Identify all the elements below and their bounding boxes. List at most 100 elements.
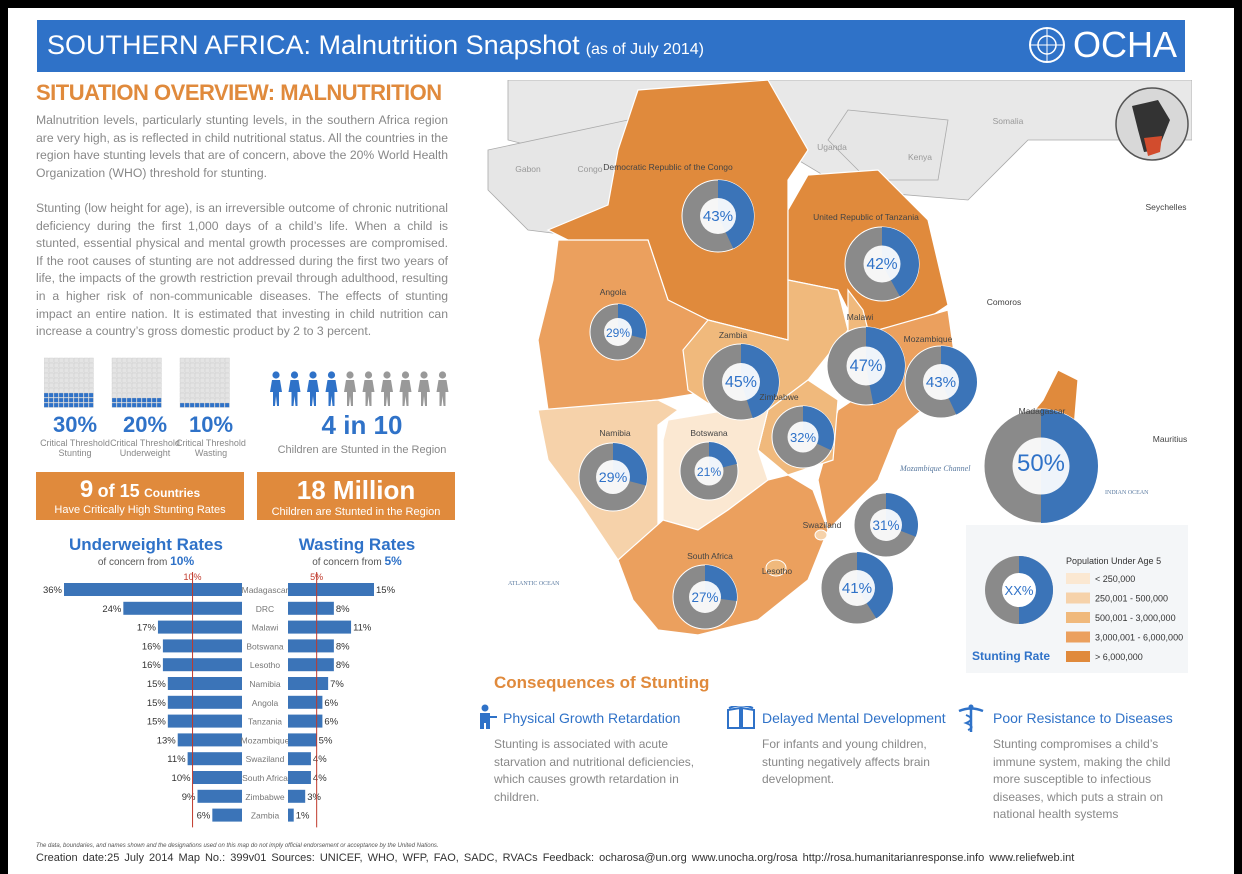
legend-swatch [1066,612,1090,623]
wasting-value: 8% [336,604,350,615]
label-atlantic: ATLANTIC OCEAN [508,581,560,587]
legend-label: > 6,000,000 [1095,652,1143,662]
stunting-value: 47% [850,357,883,375]
wasting-value: 4% [313,773,327,784]
threshold-label: Critical Threshold Stunting [40,438,110,458]
legend-sample-pie: XX% [985,556,1053,624]
wasting-value: 1% [296,811,310,822]
wasting-sub: of concern from 5% [282,554,432,568]
globe-inset [1115,87,1189,161]
wasting-value: 3% [307,792,321,803]
wasting-bar [288,677,329,690]
country-name: Zimbabwe [759,392,798,402]
wasting-title: Wasting Rates [298,535,416,554]
legend-label: 250,001 - 500,000 [1095,594,1168,604]
stunting-value: 29% [606,326,630,340]
legend-swatch [1066,651,1090,662]
child-icon [344,371,356,406]
wasting-value: 8% [336,641,350,652]
stunting-pie: 47% [826,326,906,406]
wasting-value: 15% [376,585,396,596]
underweight-bar [157,620,242,634]
stunting-pie: 41% [820,551,894,625]
legend-pie-label: XX% [1005,583,1034,598]
underweight-sub: of concern from 10% [56,554,236,568]
country-label: Malawi [252,623,279,633]
other-country-label: Seychelles [1145,202,1186,212]
box1-big: 9 [79,476,94,503]
stunting-value: 50% [1017,450,1065,477]
underweight-bar [167,695,242,709]
child-icon [436,371,449,406]
overview-paragraph-2: Stunting (low height for age), is an irr… [36,201,448,339]
country-name: Namibia [599,428,630,438]
country-name: South Africa [687,551,733,561]
box1-small: Countries [144,486,201,500]
child-icon [362,371,375,406]
children-stat: 4 in 10 Children are Stunted in the Regi… [266,410,458,456]
underweight-title: Underweight Rates [69,535,223,554]
wasting-bar [288,714,323,728]
underweight-value: 16% [142,641,162,652]
threshold-label: Critical Threshold Wasting [176,438,246,458]
country-name: Mozambique [904,334,953,344]
child-icon [307,371,319,406]
underweight-bar [167,714,242,728]
country-name: Zambia [719,330,748,340]
country-label: Zambia [251,811,280,821]
wasting-bar [288,733,317,747]
wasting-value: 11% [353,623,372,634]
stunting-value: 32% [790,430,816,445]
underweight-value: 11% [167,754,186,765]
wasting-threshold-label: 5% [310,572,323,582]
underweight-value: 13% [157,735,177,746]
other-country-label: Uganda [817,142,847,152]
children-stat-value: 4 in 10 [321,410,403,440]
country-label: Namibia [249,679,280,689]
box1-sub: Have Critically High Stunting Rates [54,504,226,516]
country-name: Swaziland [803,520,842,530]
cons-text-physical: Stunting is associated with acute starva… [494,737,695,804]
wasting-bar [288,620,352,634]
country-name: Botswana [690,428,728,438]
wasting-bar [288,583,374,596]
children-icons [270,371,449,406]
stunting-pie: 29% [589,303,647,361]
underweight-bar [197,789,242,803]
underweight-bar [187,752,242,766]
country-label: Angola [252,698,279,708]
wasting-bar [288,658,334,672]
wasting-value: 6% [324,698,338,709]
underweight-bar [64,583,242,596]
header-banner: SOUTHERN AFRICA: Malnutrition Snapshot (a… [37,20,1185,72]
country-label: Tanzania [248,717,282,727]
underweight-value: 15% [147,717,167,728]
cons-heading-mental: Delayed Mental Development [762,710,946,726]
book-icon [727,706,755,729]
threshold-value: 30% [52,412,98,437]
legend-label: 500,001 - 3,000,000 [1095,613,1176,623]
rates-bar-chart: 36% Madagascar 15% 24% DRC 8% 17% Malawi 11% 16% B… [43,572,396,828]
southern-africa-map: 43%42%29%45%47%43%32%29% 21% 50%31%41%27% … [468,80,1192,676]
consequences-title: Consequences of Stunting [494,673,710,692]
legend-label: < 250,000 [1095,574,1135,584]
country-label: South Africa [242,773,288,783]
box2-big: 18 Million [296,475,416,505]
person-desk-icon [480,704,497,729]
map-labels: Democratic Republic of the Congo United R… [515,116,1187,576]
legend-swatch [1066,573,1090,584]
child-icon [325,371,338,406]
legend: XX% Population Under Age 5 < 250,000 250,00… [985,556,1183,662]
underweight-value: 10% [172,773,192,784]
stunting-pie: 43% [904,345,978,419]
wasting-sub-prefix: of concern from [312,557,382,568]
country-label: DRC [256,604,274,614]
underweight-threshold-label: 10% [184,572,202,582]
subtitle-text: (as of July 2014) [585,41,704,58]
child-icon [418,371,430,406]
underweight-value: 6% [197,811,211,822]
stunting-pies: 43% 42% 29% 45% 47% 43% 32% 29% 21% 50% 31% 41% 27% [578,179,1099,630]
threshold-grids [44,357,230,408]
underweight-sub-value: 10% [170,554,195,568]
wasting-bar [288,639,334,653]
